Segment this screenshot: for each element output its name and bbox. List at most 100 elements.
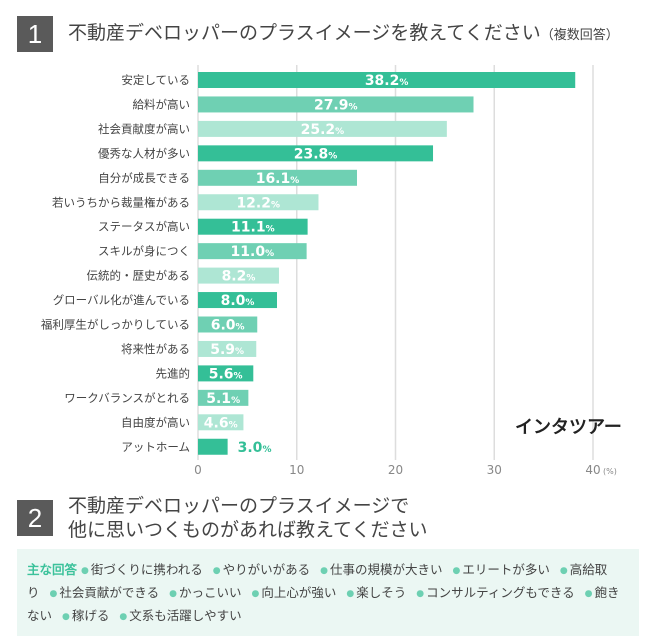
value-label: 5.9% (210, 342, 244, 358)
category-label: 安定している (121, 73, 190, 87)
category-label: アットホーム (121, 440, 190, 454)
value-number: 16.1 (256, 171, 291, 187)
title-note: （複数回答） (540, 27, 619, 43)
answers-box: 主な回答街づくりに携われるやりがいがある仕事の規模が大きいエリートが多い高給取り… (17, 549, 639, 636)
x-unit: (%) (603, 467, 617, 476)
brand-logo: インタツアー (515, 417, 622, 438)
category-label: 給料が高い (133, 97, 191, 111)
value-number: 5.6 (209, 366, 234, 382)
value-label: 11.0% (231, 244, 275, 260)
bar (198, 169, 357, 186)
answer-item: 向上心が強い (252, 585, 337, 600)
bar (198, 243, 307, 260)
bar (198, 194, 319, 211)
value-number: 23.8 (294, 146, 329, 162)
question-2-header: 2 不動産デベロッパーのプラスイメージで 他に思いつくものがあれば教えてください (17, 494, 427, 542)
bar (198, 316, 258, 333)
bar (198, 72, 576, 88)
value-suffix: % (265, 249, 274, 259)
value-suffix: % (234, 371, 243, 381)
x-tick-label: 0 (194, 463, 202, 477)
question-number: 1 (17, 16, 53, 52)
answer-item: 楽しそう (346, 585, 406, 600)
value-suffix: % (231, 396, 240, 406)
category-label: 優秀な人材が多い (98, 146, 190, 160)
value-suffix: % (245, 298, 254, 308)
answer-item: 街づくりに携われる (81, 562, 203, 577)
bar (198, 120, 447, 137)
question-number: 2 (17, 500, 53, 536)
value-label: 8.0% (221, 293, 255, 309)
value-number: 5.9 (210, 342, 235, 358)
value-suffix: % (266, 225, 275, 235)
answer-item: エリートが多い (453, 562, 550, 577)
value-label: 5.6% (209, 366, 243, 382)
x-tick-label: 20 (388, 463, 403, 477)
answers-lead: 主な回答 (27, 562, 78, 577)
bar (198, 218, 308, 235)
value-suffix: % (235, 347, 244, 357)
category-label: 将来性がある (121, 342, 190, 356)
bar (198, 340, 257, 357)
value-label: 12.2% (236, 195, 280, 211)
value-label: 27.9% (314, 97, 358, 113)
bar (198, 96, 474, 113)
x-tick-label: 40 (585, 463, 600, 477)
question-title: 不動産デベロッパーのプラスイメージを教えてください（複数回答） (68, 21, 619, 48)
bar (198, 267, 279, 284)
answer-item: 稼げる (62, 608, 109, 623)
value-label: 8.2% (222, 269, 256, 285)
value-suffix: % (349, 102, 358, 112)
x-tick-label: 30 (487, 463, 502, 477)
answer-item: コンサルティングもできる (416, 585, 574, 600)
value-suffix: % (271, 200, 280, 210)
value-number: 4.6 (204, 415, 229, 431)
title-text: 不動産デベロッパーのプラスイメージを教えてください (68, 21, 541, 44)
value-label: 23.8% (294, 146, 338, 162)
value-number: 27.9 (314, 97, 349, 113)
value-label: 16.1% (256, 171, 300, 187)
question-title: 不動産デベロッパーのプラスイメージで 他に思いつくものがあれば教えてください (68, 494, 427, 542)
value-suffix: % (246, 274, 255, 284)
bar (198, 438, 228, 455)
category-label: 自分が成長できる (98, 171, 190, 185)
answer-item: かっこいい (169, 585, 241, 600)
value-suffix: % (328, 151, 337, 161)
bar (198, 389, 249, 406)
question-1-header: 1 不動産デベロッパーのプラスイメージを教えてください（複数回答） (17, 16, 619, 52)
value-number: 3.0 (238, 440, 263, 456)
value-suffix: % (335, 127, 344, 137)
value-number: 8.0 (221, 293, 246, 309)
answer-item: 文系も活躍しやすい (119, 608, 241, 623)
value-number: 11.0 (231, 244, 266, 260)
value-number: 5.1 (206, 391, 231, 407)
category-label: 自由度が高い (121, 415, 190, 429)
answer-item: 社会貢献ができる (50, 585, 160, 600)
value-suffix: % (290, 176, 299, 186)
bar (198, 145, 434, 162)
value-label: 4.6% (204, 415, 238, 431)
value-label: 3.0% (238, 440, 272, 456)
value-suffix: % (262, 445, 271, 455)
value-number: 38.2 (365, 73, 400, 89)
category-label: 社会貢献度が高い (98, 122, 190, 136)
value-label: 5.1% (206, 391, 240, 407)
value-label: 25.2% (301, 122, 345, 138)
value-number: 6.0 (211, 318, 236, 334)
value-number: 8.2 (222, 269, 247, 285)
category-label: グローバル化が進んでいる (53, 293, 190, 307)
title-line: 不動産デベロッパーのプラスイメージで (68, 495, 410, 517)
value-number: 25.2 (301, 122, 336, 138)
value-suffix: % (399, 78, 408, 88)
category-label: 先進的 (156, 366, 191, 380)
value-label: 38.2% (365, 73, 409, 89)
category-label: 若いうちから裁量権がある (52, 195, 190, 209)
bar (198, 365, 254, 382)
value-suffix: % (236, 323, 245, 333)
category-label: ステータスが高い (98, 220, 190, 234)
bar-chart: 0 10 20 30 40 (%) 安定している 38.2% 給料が高い 27.9% 社会貢献度が高… (41, 65, 622, 477)
value-suffix: % (229, 420, 238, 430)
x-tick-label: 10 (289, 463, 304, 477)
value-label: 11.1% (231, 220, 275, 236)
value-number: 12.2 (236, 195, 271, 211)
